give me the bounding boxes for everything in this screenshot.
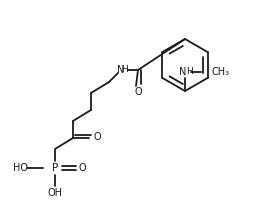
Text: O: O [78,163,86,173]
Text: O: O [93,131,101,141]
Text: N: N [117,65,125,75]
Text: CH₃: CH₃ [211,67,229,77]
Text: O: O [134,87,142,97]
Text: N: N [179,67,187,77]
Text: OH: OH [47,188,62,198]
Text: H: H [186,67,193,76]
Text: P: P [52,163,58,173]
Text: H: H [122,65,128,74]
Text: HO: HO [12,163,28,173]
